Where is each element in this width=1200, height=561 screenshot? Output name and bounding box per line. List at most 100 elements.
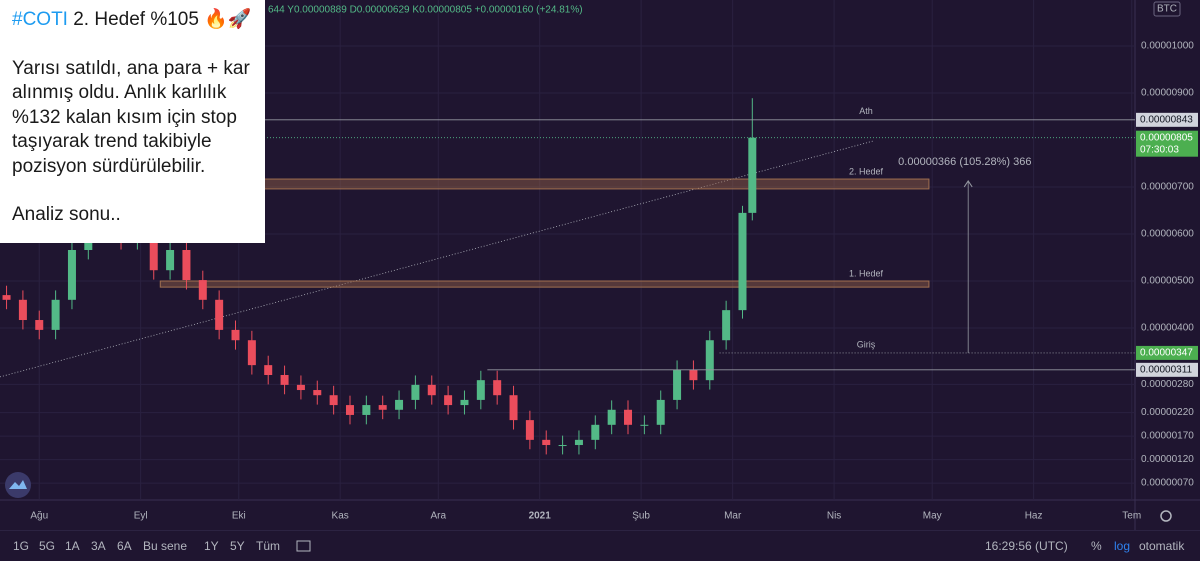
level-name: Ath bbox=[859, 106, 873, 116]
popup-body: Yarısı satıldı, ana para + kar alınmış ol… bbox=[12, 57, 253, 180]
range-button[interactable]: 6A bbox=[117, 539, 132, 553]
price-badge bbox=[1136, 362, 1198, 377]
candle-body bbox=[738, 212, 747, 311]
tweet-popup: #COTI 2. Hedef %105 🔥🚀 Yarısı satıldı, a… bbox=[0, 0, 265, 243]
candle-body bbox=[378, 405, 387, 410]
x-tick-label: 2021 bbox=[529, 511, 552, 522]
candle-body bbox=[264, 365, 273, 375]
candle-body bbox=[67, 250, 76, 300]
measure-arrow-head bbox=[963, 180, 973, 188]
candle-body bbox=[313, 390, 322, 396]
candle-body bbox=[362, 405, 371, 415]
candle-body bbox=[247, 340, 256, 366]
candle-body bbox=[673, 369, 682, 400]
candle-body bbox=[444, 395, 453, 406]
candle-body bbox=[574, 439, 583, 446]
y-tick-label: 0.00000220 bbox=[1141, 407, 1194, 418]
popup-line: %132 kalan kısım için stop bbox=[12, 106, 237, 128]
target-zone bbox=[159, 280, 930, 288]
price-badge bbox=[1136, 345, 1198, 360]
y-tick-label: 0.00000700 bbox=[1141, 182, 1194, 193]
compare-icon[interactable] bbox=[296, 539, 312, 553]
candle-body bbox=[689, 369, 698, 381]
y-tick-label: 0.00000400 bbox=[1141, 323, 1194, 334]
candle-body bbox=[509, 395, 518, 421]
x-tick-label: Eki bbox=[232, 511, 246, 522]
logo-icon bbox=[9, 480, 27, 489]
price-badge-label: 0.00000805 bbox=[1140, 132, 1193, 143]
y-tick-label: 0.00000280 bbox=[1141, 379, 1194, 390]
candle-body bbox=[345, 405, 354, 415]
x-tick-label: Nis bbox=[827, 511, 841, 522]
trend-line bbox=[0, 140, 874, 378]
x-tick-label: Ağu bbox=[30, 511, 48, 522]
candle-body bbox=[395, 399, 404, 410]
popup-title-row: #COTI 2. Hedef %105 🔥🚀 bbox=[12, 8, 253, 33]
chart: 0.00001000 0.00000900 0.00000700 0.00000600… bbox=[0, 0, 1200, 530]
price-badge-label: 0.00000347 bbox=[1140, 348, 1193, 359]
candle-body bbox=[198, 280, 207, 300]
level-name: Giriş bbox=[857, 339, 876, 349]
price-badge-label: 0.00000311 bbox=[1140, 364, 1193, 375]
y-tick-label: 0.00001000 bbox=[1141, 41, 1194, 52]
price-badge bbox=[1136, 112, 1198, 127]
settings-icon[interactable] bbox=[1160, 510, 1172, 522]
candle-body bbox=[558, 445, 567, 447]
x-tick-label: Mar bbox=[724, 511, 742, 522]
percent-toggle[interactable]: % bbox=[1091, 539, 1102, 553]
range-button[interactable]: 5G bbox=[39, 539, 56, 553]
candle-body bbox=[149, 230, 158, 271]
y-tick-label: 0.00000600 bbox=[1141, 229, 1194, 240]
range-button[interactable]: Tüm bbox=[256, 539, 280, 553]
x-tick-label: May bbox=[923, 511, 942, 522]
currency-badge-box bbox=[1153, 1, 1181, 17]
x-tick-label: Ara bbox=[431, 511, 447, 522]
currency-badge[interactable]: BTC bbox=[1157, 4, 1177, 15]
price-countdown: 07:30:03 bbox=[1140, 144, 1179, 155]
range-button[interactable]: 5Y bbox=[230, 539, 245, 553]
candle-body bbox=[705, 340, 714, 381]
x-tick-label: Kas bbox=[332, 511, 349, 522]
clock: 16:29:56 (UTC) bbox=[985, 539, 1068, 553]
candle-body bbox=[460, 399, 469, 406]
candle-body bbox=[182, 250, 191, 281]
auto-toggle[interactable]: otomatik bbox=[1139, 539, 1185, 553]
candle-body bbox=[231, 329, 240, 341]
candle-body bbox=[35, 320, 44, 330]
bottom-toolbar: 16:29:56 (UTC) % log otomatik 1G 5G 1A 3A 6A… bbox=[0, 530, 1200, 561]
range-button[interactable]: 1A bbox=[65, 539, 80, 553]
candle-body bbox=[656, 399, 665, 425]
price-badge-label: 0.00000843 bbox=[1140, 114, 1193, 125]
candle-body bbox=[215, 299, 224, 330]
log-toggle[interactable]: log bbox=[1114, 539, 1131, 553]
y-tick-label: 0.00000500 bbox=[1141, 276, 1194, 287]
range-button[interactable]: 1G bbox=[13, 539, 30, 553]
popup-line: taşıyarak trend takibiyle bbox=[12, 131, 212, 152]
y-tick-label: 0.00000900 bbox=[1141, 88, 1194, 99]
candle-body bbox=[411, 384, 420, 400]
price-badge bbox=[1136, 130, 1198, 157]
candle-body bbox=[280, 375, 289, 385]
popup-tag[interactable]: #COTI bbox=[12, 9, 68, 30]
range-button[interactable]: 3A bbox=[91, 539, 106, 553]
popup-line: Yarısı satıldı, ana para + kar bbox=[12, 57, 250, 79]
popup-line: alınmış oldu. Anlık karlılık bbox=[12, 82, 227, 103]
zone-name: 2. Hedef bbox=[849, 166, 884, 176]
range-button[interactable]: Bu sene bbox=[143, 539, 188, 553]
x-tick-label: Tem bbox=[1122, 511, 1141, 522]
candle-body bbox=[51, 299, 60, 330]
candle-body bbox=[296, 384, 305, 391]
candle-body bbox=[722, 310, 731, 341]
candle-body bbox=[2, 295, 11, 300]
candle-body bbox=[493, 380, 502, 396]
candle-body bbox=[640, 424, 649, 426]
y-tick-label: 0.00000170 bbox=[1141, 431, 1194, 442]
zone-name: 1. Hedef bbox=[849, 268, 884, 278]
range-button[interactable]: 1Y bbox=[204, 539, 219, 553]
candle-body bbox=[542, 439, 551, 446]
candle-body bbox=[624, 409, 633, 425]
measure-label: 0.00000366 (105.28%) 366 bbox=[898, 156, 1031, 168]
y-tick-label: 0.00000120 bbox=[1141, 454, 1194, 465]
popup-line: pozisyon sürdürülebilir. bbox=[12, 155, 206, 177]
